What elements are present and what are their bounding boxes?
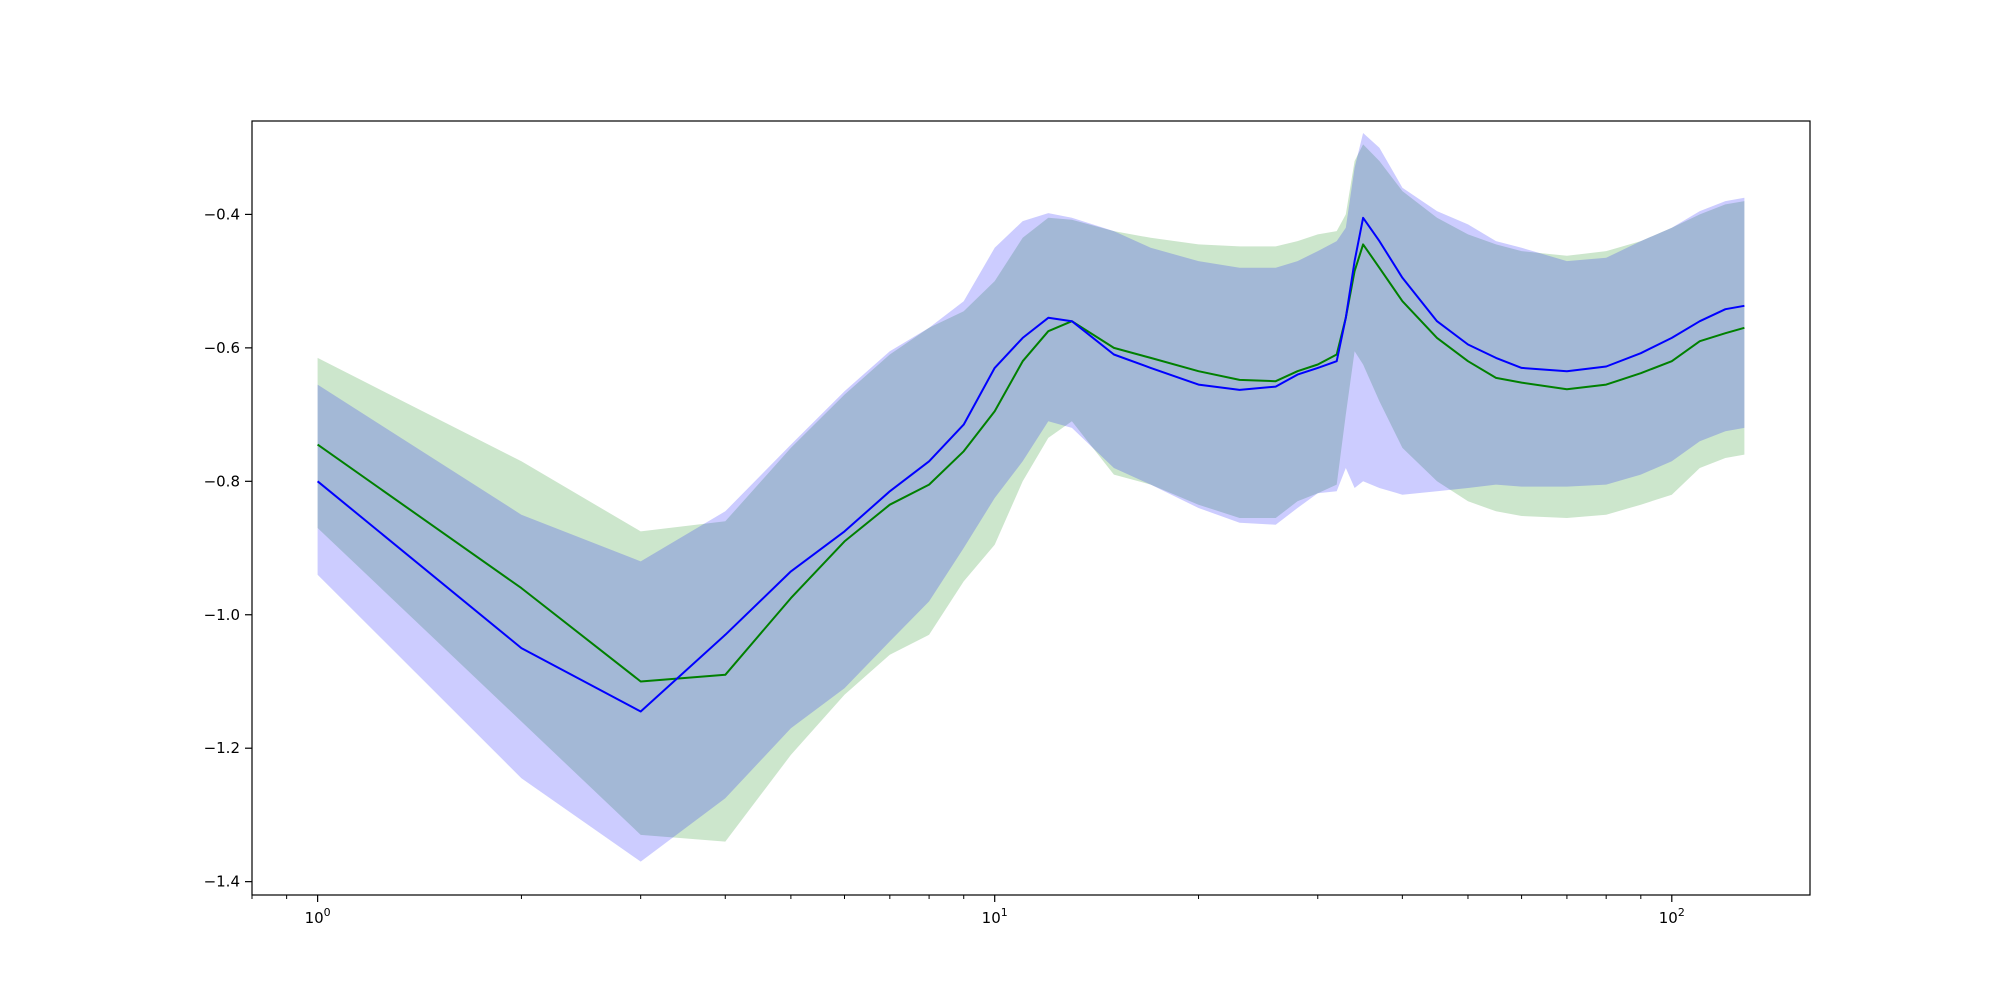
y-axis: −0.4 −0.6 −0.8 −1.0 −1.2 −1.4 <box>204 205 252 891</box>
series-1-line <box>316 216 1745 713</box>
y-tick-label: −1.4 <box>204 873 240 891</box>
series-0-band <box>317 144 1745 842</box>
series-0-line <box>317 243 1745 683</box>
x-tick-label: 102 <box>1659 906 1685 927</box>
y-tick-label: −0.8 <box>204 472 240 490</box>
plot-frame <box>251 120 1811 896</box>
y-tick-label: −1.0 <box>204 606 240 624</box>
x-tick-label: 101 <box>982 906 1008 927</box>
y-tick-label: −1.2 <box>204 739 240 757</box>
x-axis: 100 101 102 <box>251 895 1685 927</box>
lines-layer <box>316 216 1745 713</box>
x-tick-label: 100 <box>305 906 331 927</box>
y-tick-label: −0.4 <box>204 205 240 223</box>
y-tick-label: −0.6 <box>204 339 240 357</box>
